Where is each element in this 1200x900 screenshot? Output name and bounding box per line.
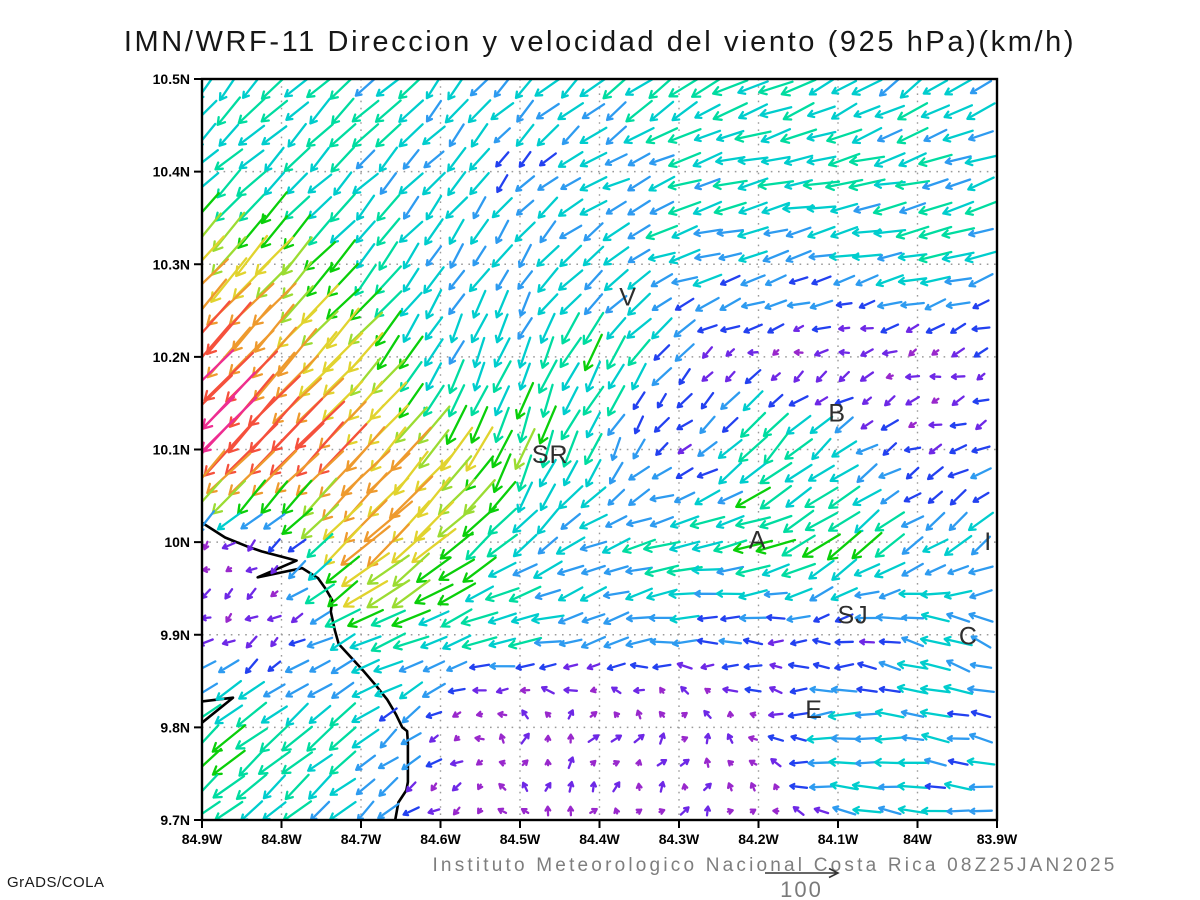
x-axis-labels: 84.9W 84.8W 84.7W 84.6W 84.5W 84.4W 84.3W 84.2W…: [182, 831, 1018, 847]
city-label-V: V: [619, 284, 637, 312]
wind-arrows: [202, 79, 997, 820]
city-label-SJ: SJ: [838, 601, 869, 629]
city-label-SR: SR: [532, 441, 569, 469]
x-tick-84.1W: 84.1W: [818, 831, 859, 847]
y-tick-9.8N: 9.8N: [160, 719, 190, 735]
axis-ticks: [194, 78, 998, 828]
x-tick-84.4W: 84.4W: [579, 831, 620, 847]
y-tick-10.1N: 10.1N: [153, 442, 190, 458]
x-tick-84.5W: 84.5W: [500, 831, 541, 847]
footer-caption: Instituto Meteorologico Nacional Costa R…: [432, 855, 1118, 876]
reference-vector: 100: [765, 867, 840, 900]
ref-vector-label: 100: [780, 877, 823, 900]
y-tick-10.4N: 10.4N: [153, 164, 190, 180]
city-label-A: A: [749, 526, 767, 554]
x-tick-84W: 84W: [903, 831, 933, 847]
plot-border: [200, 77, 999, 822]
city-label-B: B: [828, 399, 846, 427]
y-axis-labels: 10.5N 10.4N 10.3N 10.2N 10.1N 10N 9.9N 9.8N 9.7N: [153, 71, 190, 828]
x-tick-83.9W: 83.9W: [977, 831, 1018, 847]
y-tick-9.7N: 9.7N: [160, 812, 190, 828]
city-labels: V B SR A SJ C E I: [532, 284, 992, 724]
y-tick-10.5N: 10.5N: [153, 71, 190, 87]
x-tick-84.6W: 84.6W: [420, 831, 461, 847]
chart-title: IMN/WRF-11 Direccion y velocidad del vie…: [123, 26, 1077, 58]
y-tick-10.2N: 10.2N: [153, 349, 190, 365]
y-tick-10N: 10N: [164, 534, 190, 550]
city-label-E: E: [805, 696, 823, 724]
y-tick-10.3N: 10.3N: [153, 256, 190, 272]
city-label-I: I: [984, 528, 992, 556]
y-tick-9.9N: 9.9N: [160, 627, 190, 643]
x-tick-84.2W: 84.2W: [738, 831, 779, 847]
x-tick-84.3W: 84.3W: [659, 831, 700, 847]
x-tick-84.9W: 84.9W: [182, 831, 223, 847]
coastline: [202, 521, 410, 820]
city-label-C: C: [959, 623, 978, 651]
gridlines: [201, 78, 998, 821]
grads-cola-credit: GrADS/COLA: [7, 874, 105, 891]
x-tick-84.8W: 84.8W: [261, 831, 302, 847]
x-tick-84.7W: 84.7W: [341, 831, 382, 847]
